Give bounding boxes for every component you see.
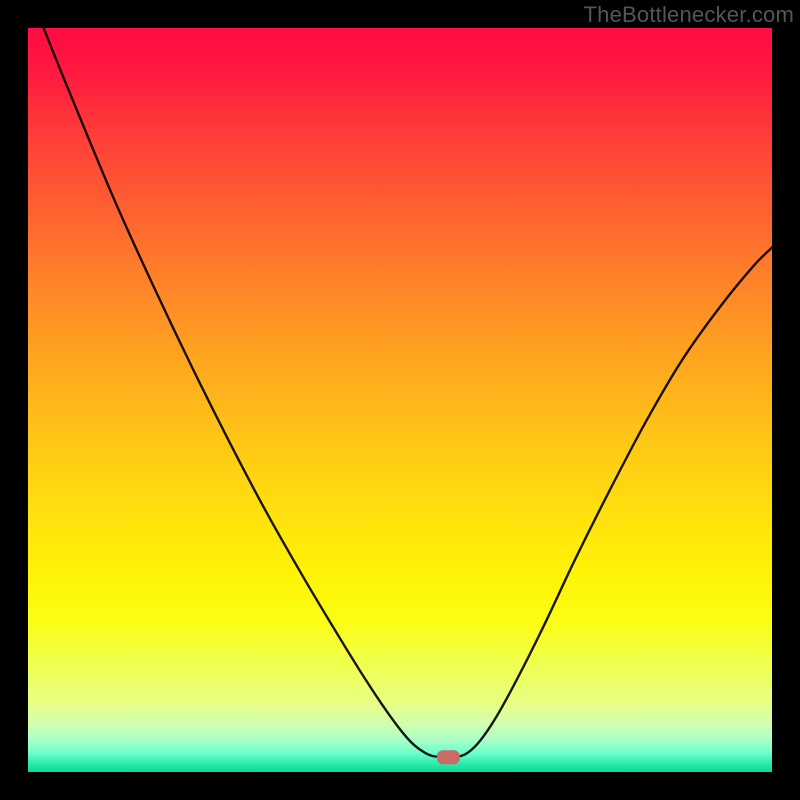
- bottleneck-curve: [28, 28, 772, 772]
- plot-area: [28, 28, 772, 772]
- optimal-point-marker: [437, 750, 459, 763]
- curve-path: [44, 28, 772, 757]
- chart-container: TheBottlenecker.com: [0, 0, 800, 800]
- watermark-text: TheBottlenecker.com: [584, 2, 794, 28]
